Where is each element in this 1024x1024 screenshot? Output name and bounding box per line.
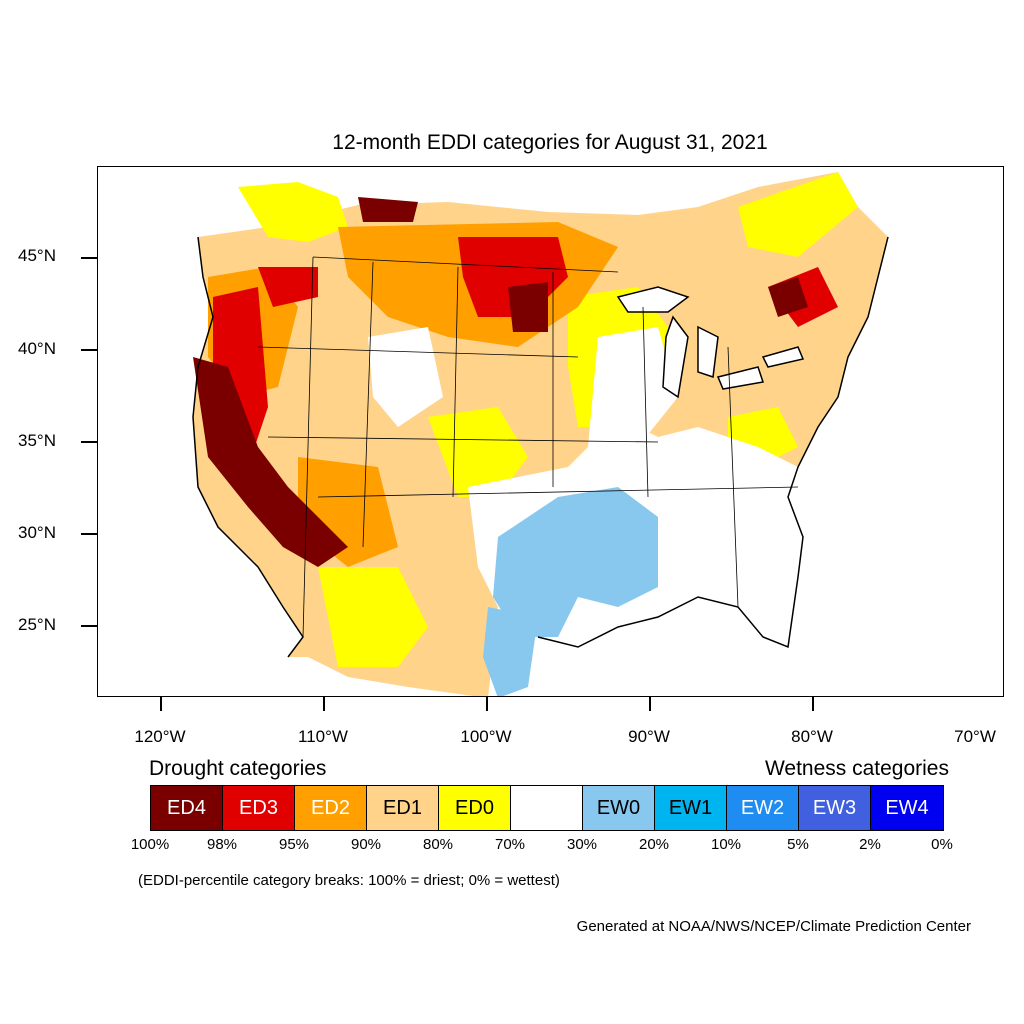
- percentile-label: 0%: [931, 836, 953, 853]
- lon-tick: [160, 697, 162, 711]
- region-ed4-montana: [358, 197, 418, 222]
- region-ed0-plains: [428, 407, 528, 497]
- percentile-note: (EDDI-percentile category breaks: 100% =…: [138, 872, 560, 889]
- region-ed3-pacificnw: [258, 267, 318, 307]
- state-boundaries: [257, 256, 799, 638]
- credit-line: Generated at NOAA/NWS/NCEP/Climate Predi…: [576, 918, 971, 935]
- percentile-label: 70%: [494, 836, 526, 853]
- great-lakes: [616, 286, 805, 399]
- lat-label-40: 40°N: [18, 339, 56, 358]
- legend-swatch-ed4: ED4: [151, 786, 223, 830]
- legend-swatch-normal: [511, 786, 583, 830]
- percentile-label: 5%: [787, 836, 809, 853]
- drought-categories-heading: Drought categories: [149, 757, 327, 780]
- percentile-label: 98%: [206, 836, 238, 853]
- legend-swatch-ew1: EW1: [655, 786, 727, 830]
- lat-label-25: 25°N: [18, 615, 56, 634]
- percentile-label: 10%: [710, 836, 742, 853]
- region-normal-midwest: [588, 327, 678, 447]
- lat-label-30: 30°N: [18, 523, 56, 542]
- percentile-label: 100%: [130, 836, 170, 853]
- percentile-label: 30%: [566, 836, 598, 853]
- region-ed0-north: [238, 182, 348, 242]
- lat-tick: [81, 441, 97, 443]
- wetness-categories-heading: Wetness categories: [764, 757, 949, 780]
- lon-tick: [649, 697, 651, 711]
- category-legend: ED4 ED3 ED2 ED1 ED0 EW0 EW1 EW2 EW3 EW4: [150, 785, 944, 831]
- legend-swatch-ed0: ED0: [439, 786, 511, 830]
- coastline: [192, 236, 889, 658]
- lon-label-90w: 90°W: [628, 727, 670, 746]
- lon-label-80w: 80°W: [791, 727, 833, 746]
- percentile-label: 20%: [638, 836, 670, 853]
- map-panel: [97, 166, 1004, 697]
- region-ew0-texas: [483, 607, 538, 696]
- lon-label-120w: 120°W: [134, 727, 186, 746]
- lon-tick: [323, 697, 325, 711]
- percentile-label: 95%: [278, 836, 310, 853]
- region-ed4-northdakota: [508, 282, 548, 332]
- region-ew0-gulf: [493, 487, 658, 637]
- percentile-label: 80%: [422, 836, 454, 853]
- lat-tick: [81, 533, 97, 535]
- lat-tick: [81, 349, 97, 351]
- legend-swatch-ed1: ED1: [367, 786, 439, 830]
- percentile-label: 2%: [859, 836, 881, 853]
- lon-label-100w: 100°W: [460, 727, 512, 746]
- lon-label-110w: 110°W: [298, 727, 348, 746]
- region-ed4-california: [193, 357, 348, 567]
- lat-tick: [81, 257, 97, 259]
- legend-swatch-ew2: EW2: [727, 786, 799, 830]
- map-title: 12-month EDDI categories for August 31, …: [332, 131, 768, 154]
- legend-swatch-ew4: EW4: [871, 786, 943, 830]
- percentile-label: 90%: [350, 836, 382, 853]
- region-ed4-quebec: [768, 277, 808, 317]
- legend-swatch-ed3: ED3: [223, 786, 295, 830]
- lon-tick: [812, 697, 814, 711]
- region-ed0-mexico: [318, 567, 428, 667]
- lat-label-35: 35°N: [18, 431, 56, 450]
- lon-label-70w: 70°W: [954, 727, 996, 746]
- legend-swatch-ew0: EW0: [583, 786, 655, 830]
- eddi-map: [192, 172, 889, 696]
- legend-swatch-ew3: EW3: [799, 786, 871, 830]
- lon-tick: [486, 697, 488, 711]
- lat-label-45: 45°N: [18, 246, 56, 265]
- legend-swatch-ed2: ED2: [295, 786, 367, 830]
- lat-tick: [81, 625, 97, 627]
- region-ed0-east: [738, 172, 858, 257]
